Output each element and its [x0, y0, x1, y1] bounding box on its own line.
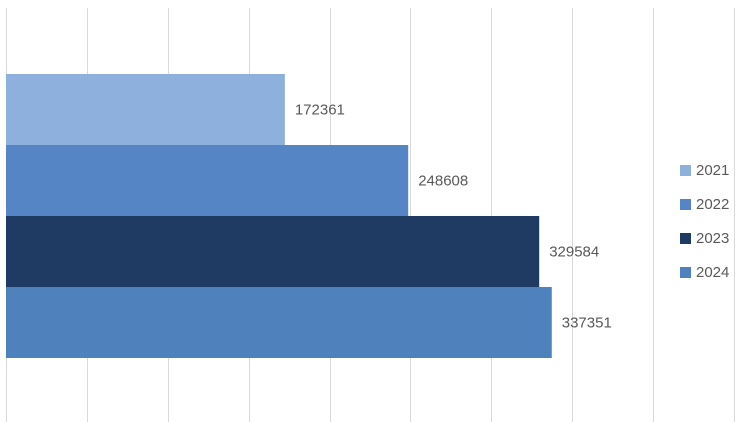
legend-item-2023: 2023 [680, 221, 742, 255]
legend-item-2021: 2021 [680, 153, 742, 187]
data-label-2024: 337351 [562, 315, 612, 332]
legend-swatch [680, 164, 691, 176]
data-label-2022: 248608 [418, 173, 468, 190]
legend: 2021 2022 2023 2024 [680, 153, 742, 289]
bar-2022 [6, 145, 409, 216]
data-label-2021: 172361 [295, 102, 345, 119]
legend-label: 2024 [696, 263, 730, 281]
data-label-2023: 329584 [549, 244, 599, 261]
legend-label: 2022 [696, 195, 730, 213]
legend-item-2022: 2022 [680, 187, 742, 221]
bar-2021 [6, 74, 285, 145]
legend-item-2024: 2024 [680, 255, 742, 289]
legend-swatch [680, 232, 691, 244]
data-labels: 172361 248608 329584 337351 [295, 102, 612, 332]
legend-label: 2023 [696, 229, 730, 247]
bar-2024 [6, 287, 552, 358]
bar-2023 [6, 216, 540, 287]
legend-swatch [680, 266, 691, 278]
legend-label: 2021 [696, 161, 730, 179]
legend-swatch [680, 198, 691, 210]
bars [6, 74, 552, 358]
